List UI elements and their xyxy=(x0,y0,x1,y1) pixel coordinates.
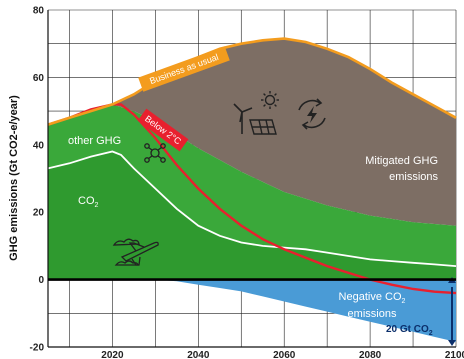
negative-label-main: Negative CO xyxy=(339,291,402,303)
axes: -2002040608020202040206020802100 xyxy=(30,6,464,359)
energy-cycle-icon xyxy=(298,98,326,130)
y-tick-label: 80 xyxy=(33,6,45,17)
co2-label: CO2 xyxy=(78,195,99,209)
business-as-usual-line xyxy=(47,37,457,126)
solar-panel-icon xyxy=(249,119,277,135)
negative-co2-area xyxy=(48,279,456,342)
negative-label-line2: emissions xyxy=(348,308,397,320)
y-tick-label: 0 xyxy=(38,275,44,286)
x-tick-label: 2080 xyxy=(359,350,382,359)
mitigated-label-line1: Mitigated GHG xyxy=(365,155,438,167)
molecule-icon xyxy=(144,143,166,163)
y-tick-label: 60 xyxy=(33,73,45,84)
gt-scale-main: 20 Gt CO xyxy=(386,324,429,335)
co2-line xyxy=(47,150,457,267)
y-tick-label: -20 xyxy=(30,343,45,354)
y-tick-label: 20 xyxy=(33,208,45,219)
gt-scale-label: 20 Gt CO2 xyxy=(386,324,433,337)
y-tick-label: 40 xyxy=(33,140,45,151)
co2-area xyxy=(48,151,456,280)
x-tick-label: 2100 xyxy=(445,350,464,359)
line-layer xyxy=(47,37,457,295)
sun-icon xyxy=(261,91,279,109)
wind-turbine-icon xyxy=(233,103,253,134)
negative-label-line1: Negative CO2 xyxy=(339,291,406,305)
negative-label-sub: 2 xyxy=(402,298,406,305)
airplane-icon xyxy=(112,238,159,266)
y-axis-title: GHG emissions (Gt CO2-e/year) xyxy=(8,95,20,261)
x-tick-label: 2040 xyxy=(187,350,210,359)
x-tick-label: 2060 xyxy=(273,350,296,359)
x-tick-label: 2020 xyxy=(101,350,124,359)
co2-label-main: CO xyxy=(78,195,95,207)
other-ghg-label: other GHG xyxy=(68,135,121,147)
gt-scale-sub: 2 xyxy=(429,330,433,337)
co2-label-sub: 2 xyxy=(95,202,99,209)
mitigated-label-line2: emissions xyxy=(389,171,438,183)
